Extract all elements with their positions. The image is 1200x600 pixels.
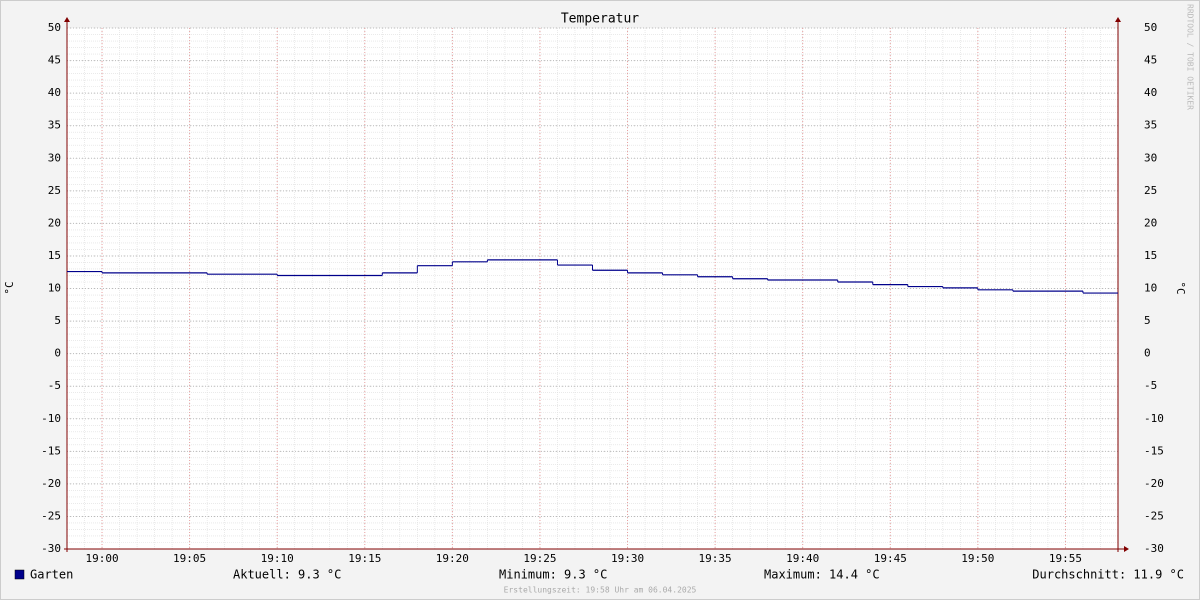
y2-tick-label: 30 bbox=[1144, 151, 1157, 164]
y2-axis-label: °C bbox=[1174, 281, 1187, 294]
y2-tick-label: 35 bbox=[1144, 119, 1157, 132]
stat-min: Minimum: 9.3 °C bbox=[499, 568, 607, 582]
y2-tick-label: -5 bbox=[1144, 379, 1157, 392]
x-tick-label: 19:45 bbox=[874, 552, 907, 565]
x-tick-label: 19:30 bbox=[611, 552, 644, 565]
y2-tick-label: -25 bbox=[1144, 509, 1164, 522]
y2-tick-label: 0 bbox=[1144, 347, 1151, 360]
legend-swatch bbox=[14, 569, 25, 580]
y2-tick-label: -10 bbox=[1144, 412, 1164, 425]
y2-tick-label: 25 bbox=[1144, 184, 1157, 197]
x-tick-label: 19:55 bbox=[1049, 552, 1082, 565]
y-tick-label: 15 bbox=[48, 249, 61, 262]
y2-tick-label: 50 bbox=[1144, 21, 1157, 34]
y2-tick-label: -30 bbox=[1144, 542, 1164, 555]
legend-label: Garten bbox=[30, 568, 73, 582]
y-tick-label: -10 bbox=[41, 412, 61, 425]
x-tick-label: 19:00 bbox=[85, 552, 118, 565]
axis-arrow bbox=[64, 17, 70, 22]
stat-max: Maximum: 14.4 °C bbox=[764, 568, 880, 582]
y-tick-label: 30 bbox=[48, 151, 61, 164]
y-tick-label: 10 bbox=[48, 282, 61, 295]
chart-title: Temperatur bbox=[561, 12, 639, 27]
stat-avg: Durchschnitt: 11.9 °C bbox=[1032, 568, 1184, 582]
footer: Erstellungszeit: 19:58 Uhr am 06.04.2025 bbox=[504, 586, 697, 595]
y-tick-label: 25 bbox=[48, 184, 61, 197]
y2-tick-label: 40 bbox=[1144, 86, 1157, 99]
y2-tick-label: -15 bbox=[1144, 444, 1164, 457]
y-tick-label: 0 bbox=[54, 347, 61, 360]
x-tick-label: 19:50 bbox=[961, 552, 994, 565]
axis-arrow bbox=[1124, 546, 1129, 552]
watermark: RRDTOOL / TOBI OETIKER bbox=[1186, 4, 1195, 110]
y-tick-label: -20 bbox=[41, 477, 61, 490]
x-tick-label: 19:15 bbox=[348, 552, 381, 565]
y-tick-label: -25 bbox=[41, 509, 61, 522]
x-tick-label: 19:35 bbox=[699, 552, 732, 565]
y-tick-label: -15 bbox=[41, 444, 61, 457]
y-tick-label: 20 bbox=[48, 216, 61, 229]
axis-arrow bbox=[1115, 17, 1121, 22]
y-tick-label: 35 bbox=[48, 119, 61, 132]
y-axis-label: °C bbox=[3, 281, 16, 294]
x-tick-label: 19:40 bbox=[786, 552, 819, 565]
y2-tick-label: 5 bbox=[1144, 314, 1151, 327]
y-tick-label: 50 bbox=[48, 21, 61, 34]
y-tick-label: -30 bbox=[41, 542, 61, 555]
x-tick-label: 19:05 bbox=[173, 552, 206, 565]
y2-tick-label: 15 bbox=[1144, 249, 1157, 262]
y-tick-label: -5 bbox=[48, 379, 61, 392]
y2-tick-label: -20 bbox=[1144, 477, 1164, 490]
y-tick-label: 40 bbox=[48, 86, 61, 99]
y2-tick-label: 10 bbox=[1144, 282, 1157, 295]
y-tick-label: 45 bbox=[48, 54, 61, 67]
x-tick-label: 19:10 bbox=[261, 552, 294, 565]
y2-tick-label: 45 bbox=[1144, 54, 1157, 67]
x-tick-label: 19:25 bbox=[523, 552, 556, 565]
y2-tick-label: 20 bbox=[1144, 216, 1157, 229]
stat-current: Aktuell: 9.3 °C bbox=[233, 568, 341, 582]
y-tick-label: 5 bbox=[54, 314, 61, 327]
x-tick-label: 19:20 bbox=[436, 552, 469, 565]
